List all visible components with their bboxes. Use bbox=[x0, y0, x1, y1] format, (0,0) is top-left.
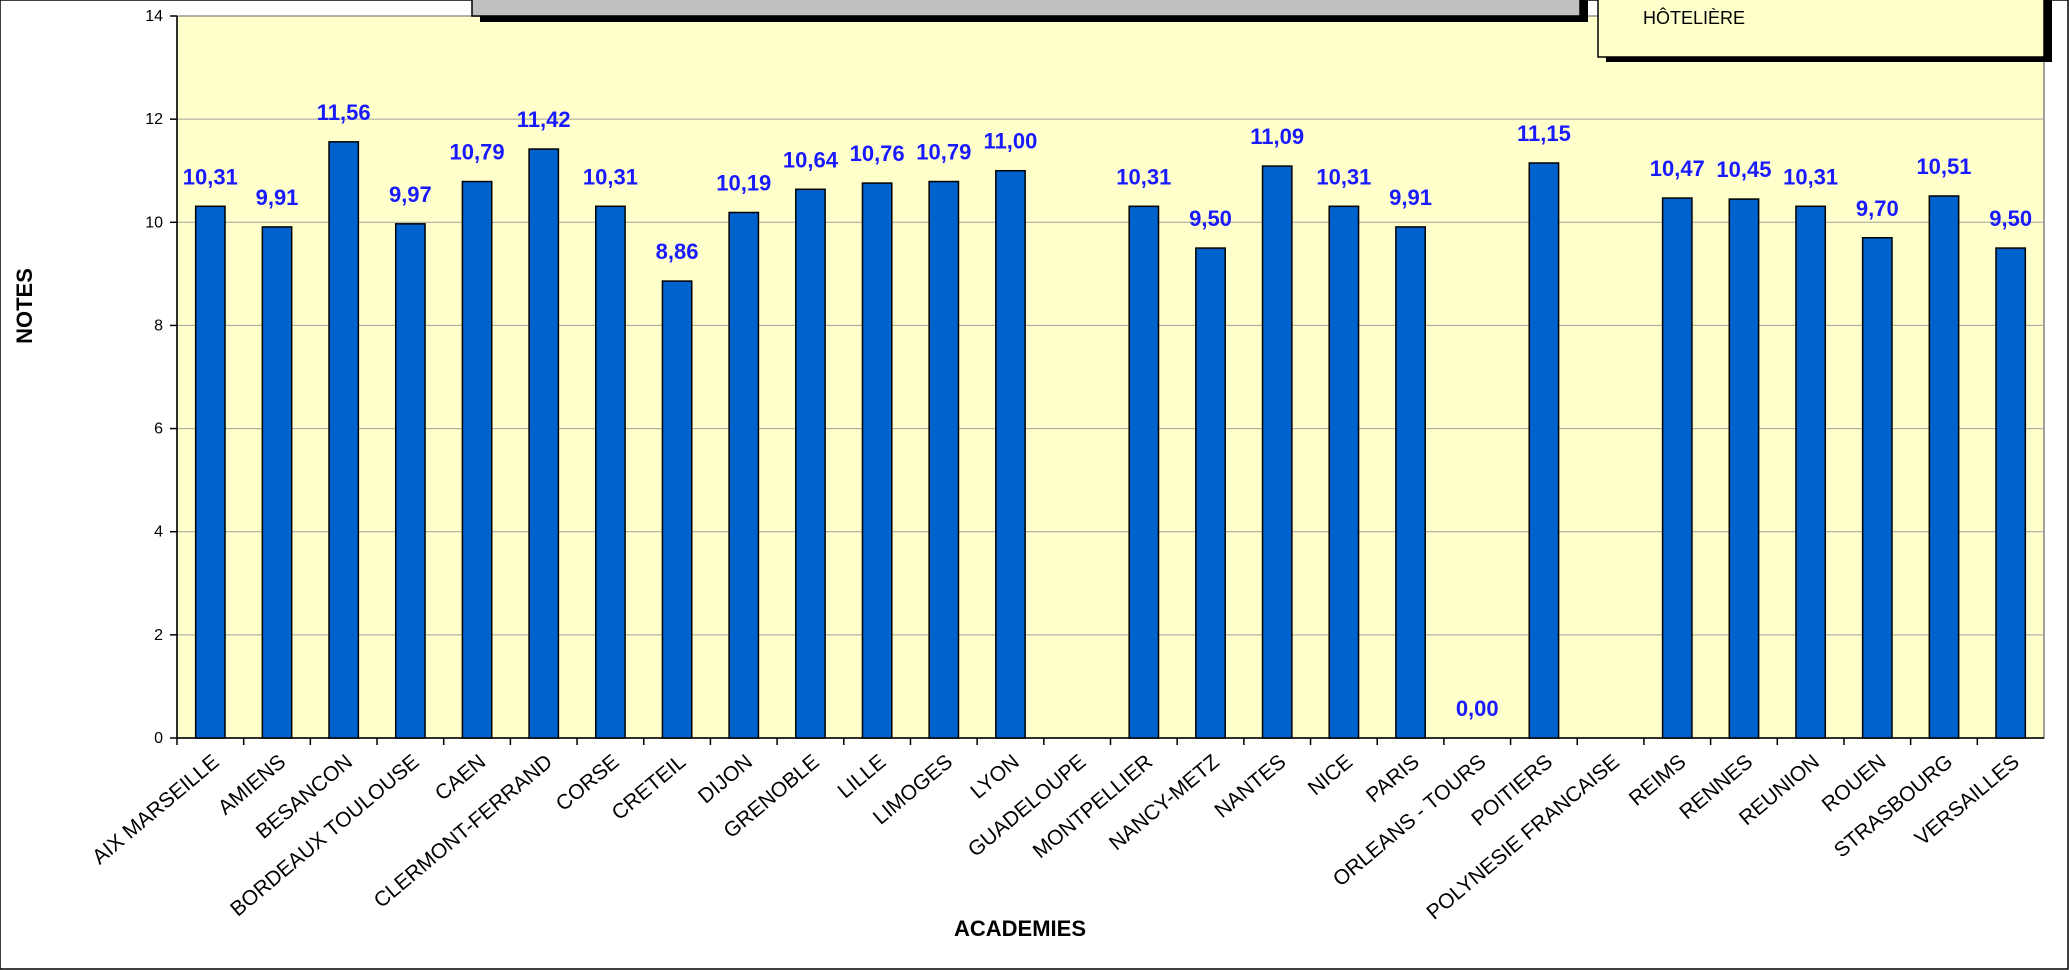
bar bbox=[461, 180, 493, 739]
data-label: 0,00 bbox=[1456, 696, 1499, 721]
y-tick-label: 8 bbox=[154, 317, 163, 334]
bar bbox=[1528, 162, 1560, 739]
bar bbox=[1395, 226, 1426, 739]
data-label: 10,45 bbox=[1716, 157, 1771, 182]
data-label: 9,91 bbox=[256, 185, 299, 210]
bar bbox=[1995, 247, 2027, 739]
data-label: 9,91 bbox=[1389, 185, 1432, 210]
bar bbox=[1861, 237, 1893, 739]
data-label: 9,70 bbox=[1856, 196, 1899, 221]
bar bbox=[861, 182, 893, 739]
y-tick-label: 12 bbox=[145, 111, 163, 128]
bar bbox=[594, 205, 626, 739]
data-label: 10,79 bbox=[450, 140, 505, 165]
data-label: 10,64 bbox=[783, 147, 839, 172]
bar bbox=[1328, 205, 1360, 739]
bar bbox=[328, 141, 360, 739]
bar bbox=[1928, 195, 1960, 739]
data-label: 10,31 bbox=[1116, 164, 1171, 189]
data-label: 10,79 bbox=[916, 140, 971, 165]
data-label: 10,47 bbox=[1650, 156, 1705, 181]
bar bbox=[928, 180, 960, 739]
bar bbox=[261, 226, 293, 739]
bar bbox=[1128, 205, 1160, 739]
bar bbox=[1728, 198, 1760, 739]
y-tick-label: 14 bbox=[145, 8, 163, 25]
data-label: 10,31 bbox=[183, 164, 238, 189]
title-box bbox=[471, 0, 1581, 17]
data-label: 9,50 bbox=[1989, 206, 2032, 231]
bar bbox=[995, 169, 1026, 739]
data-label: 9,97 bbox=[389, 182, 432, 207]
bar bbox=[728, 211, 760, 739]
bar bbox=[528, 148, 560, 739]
legend-text: HÔTELIÈRE bbox=[1643, 7, 1745, 28]
y-axis-title: NOTES bbox=[12, 268, 37, 344]
data-label: 10,51 bbox=[1916, 154, 1971, 179]
data-label: 11,42 bbox=[517, 107, 571, 132]
bar bbox=[1195, 247, 1226, 739]
legend bbox=[1597, 0, 2045, 58]
data-label: 8,86 bbox=[656, 239, 699, 264]
y-tick-label: 4 bbox=[154, 524, 163, 541]
bar bbox=[795, 188, 826, 739]
bar bbox=[394, 223, 426, 739]
bar bbox=[1795, 205, 1827, 739]
y-tick-label: 2 bbox=[154, 627, 163, 644]
plot-area bbox=[176, 15, 2045, 739]
y-tick-label: 0 bbox=[154, 730, 163, 747]
data-label: 10,19 bbox=[716, 170, 771, 195]
data-label: 9,50 bbox=[1189, 206, 1232, 231]
y-tick-label: 6 bbox=[154, 421, 163, 438]
bar bbox=[661, 280, 693, 739]
x-axis-title: ACADEMIES bbox=[954, 916, 1086, 941]
y-tick-label: 10 bbox=[145, 214, 163, 231]
data-label: 10,31 bbox=[1316, 164, 1371, 189]
data-label: 10,31 bbox=[1783, 164, 1838, 189]
data-label: 10,31 bbox=[583, 164, 638, 189]
data-label: 11,15 bbox=[1517, 121, 1571, 146]
bar bbox=[1661, 197, 1693, 739]
data-label: 11,00 bbox=[984, 129, 1038, 154]
data-label: 10,76 bbox=[850, 141, 905, 166]
data-label: 11,56 bbox=[317, 100, 371, 125]
data-label: 11,09 bbox=[1250, 124, 1304, 149]
bar bbox=[1261, 165, 1293, 739]
bar bbox=[194, 205, 226, 739]
